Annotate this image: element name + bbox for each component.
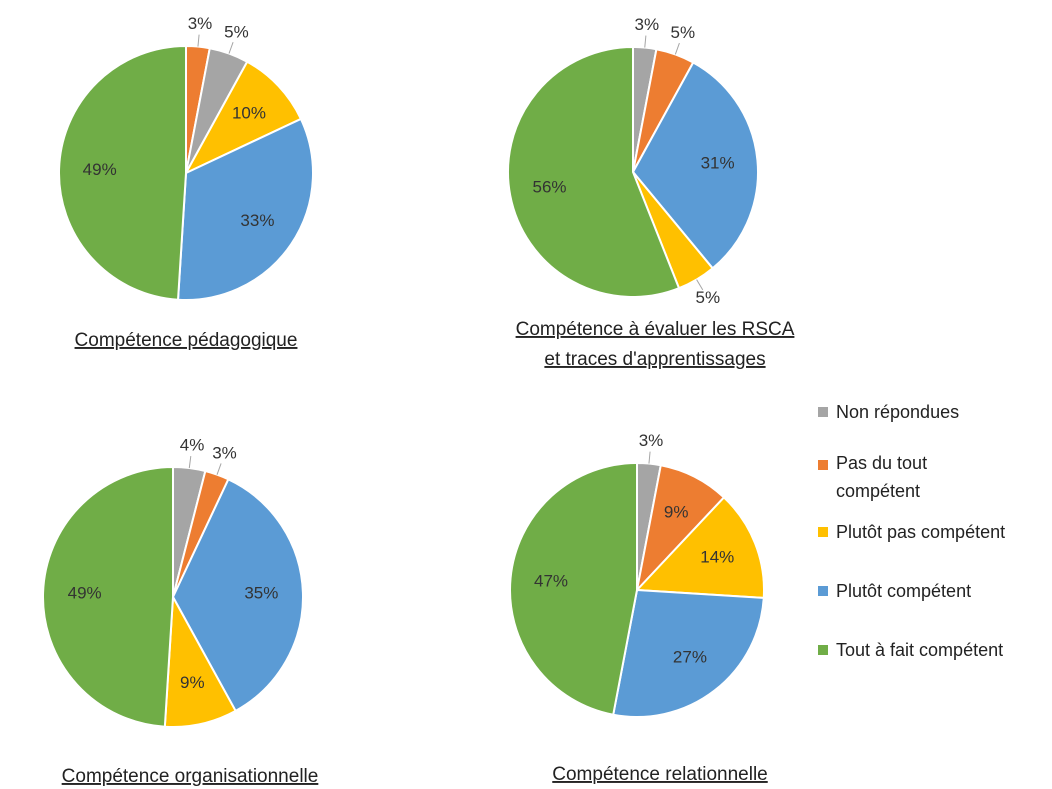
legend-label: Pas du tout compétent bbox=[836, 453, 928, 501]
data-label: 3% bbox=[212, 443, 237, 462]
data-label: 5% bbox=[696, 288, 721, 307]
legend-item: Plutôt pas compétent bbox=[818, 516, 1052, 548]
legend-swatch bbox=[818, 586, 828, 596]
pie-slice bbox=[634, 496, 765, 600]
data-label: 47% bbox=[534, 571, 568, 590]
legend-swatch bbox=[818, 407, 828, 417]
pie-slice bbox=[42, 465, 174, 728]
data-label: 49% bbox=[83, 160, 117, 179]
data-label: 4% bbox=[180, 436, 205, 455]
legend-label: Tout à fait compétent bbox=[836, 640, 1004, 660]
data-label: 3% bbox=[639, 431, 664, 450]
data-label: 14% bbox=[700, 548, 734, 567]
legend-label: Non répondues bbox=[836, 402, 960, 422]
pie-slice bbox=[58, 44, 187, 301]
chart-title: Compétence pédagogique bbox=[75, 330, 298, 351]
legend-label: Plutôt compétent bbox=[836, 581, 972, 601]
leader-line bbox=[197, 34, 200, 47]
data-label: 49% bbox=[68, 584, 102, 603]
pie-slice bbox=[631, 61, 759, 270]
legend-swatch bbox=[818, 527, 828, 537]
data-label: 3% bbox=[188, 14, 213, 33]
data-label: 9% bbox=[664, 503, 689, 522]
leader-line bbox=[674, 42, 680, 55]
data-label: 56% bbox=[532, 177, 566, 196]
data-label: 33% bbox=[240, 211, 274, 230]
leader-line bbox=[648, 451, 651, 464]
data-label: 5% bbox=[224, 22, 249, 41]
chart-title: Compétence à évaluer les RSCA bbox=[516, 319, 795, 340]
leader-line bbox=[644, 35, 647, 48]
pie-slice bbox=[612, 588, 765, 718]
pie-slice bbox=[509, 461, 638, 716]
data-label: 10% bbox=[232, 103, 266, 122]
chart-title: Compétence organisationnelle bbox=[62, 766, 319, 787]
leader-line bbox=[216, 463, 222, 475]
legend-item: Plutôt compétent bbox=[818, 575, 1052, 607]
chart-title: Compétence relationnelle bbox=[552, 764, 767, 785]
data-label: 27% bbox=[673, 648, 707, 667]
legend-item: Pas du tout compétent bbox=[818, 449, 986, 505]
chart-title: et traces d'apprentissages bbox=[544, 349, 765, 370]
data-label: 5% bbox=[671, 23, 696, 42]
leader-line bbox=[228, 42, 234, 54]
legend-swatch bbox=[818, 460, 828, 470]
data-label: 3% bbox=[635, 15, 660, 34]
pie-slice bbox=[507, 45, 681, 298]
data-label: 31% bbox=[701, 153, 735, 172]
leader-line bbox=[188, 456, 192, 469]
legend-label: Plutôt pas compétent bbox=[836, 522, 1006, 542]
pie-slice bbox=[183, 60, 303, 176]
data-label: 35% bbox=[244, 584, 278, 603]
leader-line bbox=[696, 279, 704, 291]
pie-slice bbox=[171, 478, 304, 713]
legend-item: Tout à fait compétent bbox=[818, 634, 1052, 666]
pie-slice bbox=[176, 117, 314, 301]
data-label: 9% bbox=[180, 673, 205, 692]
legend-item: Non répondues bbox=[818, 396, 1052, 428]
legend-swatch bbox=[818, 645, 828, 655]
